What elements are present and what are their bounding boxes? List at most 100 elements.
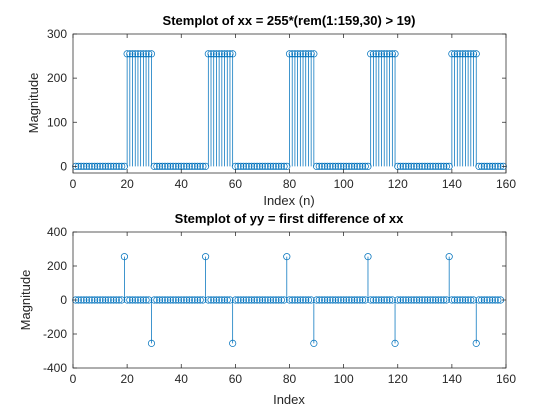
top-stem: [158, 162, 166, 170]
top-stem: [72, 162, 80, 170]
top-stem-marker: [93, 162, 101, 170]
top-stem: [272, 162, 280, 170]
top-stem-marker: [112, 162, 120, 170]
bottom-stem-marker: [104, 296, 112, 304]
bottom-stem: [248, 296, 256, 304]
bottom-x-tick-label: 0: [70, 372, 77, 386]
bottom-stem-marker: [445, 253, 453, 261]
bottom-stem: [350, 296, 359, 304]
top-stem: [448, 50, 456, 167]
top-stem: [161, 162, 169, 170]
top-stem-marker: [337, 162, 345, 170]
top-stem: [218, 50, 226, 167]
top-stem: [399, 162, 407, 170]
bottom-stem-marker: [318, 296, 326, 304]
top-stem-marker: [331, 162, 340, 170]
bottom-stem-marker: [467, 296, 475, 304]
bottom-stem-marker: [356, 296, 364, 304]
bottom-stem-marker: [96, 296, 104, 304]
bottom-stem-marker: [115, 296, 123, 304]
bottom-stem: [118, 296, 126, 304]
bottom-stem-marker: [183, 296, 191, 304]
top-stem-marker: [426, 162, 434, 170]
bottom-stem: [147, 300, 156, 347]
bottom-stem-marker: [264, 296, 272, 304]
bottom-stem: [126, 296, 134, 304]
bottom-stem: [134, 296, 142, 304]
bottom-stem-marker: [280, 296, 288, 304]
top-stem: [99, 162, 107, 170]
bottom-stem: [239, 296, 248, 304]
bottom-stem: [269, 296, 277, 304]
top-stem: [442, 162, 451, 170]
bottom-stem-marker: [315, 296, 323, 304]
bottom-stem: [426, 296, 434, 304]
bottom-stem-marker: [337, 296, 345, 304]
bottom-stem: [288, 296, 296, 304]
bottom-stem: [277, 296, 285, 304]
bottom-stem-marker: [307, 296, 315, 304]
bottom-stem-marker: [283, 253, 291, 261]
bottom-stem-marker: [158, 296, 166, 304]
top-stem: [80, 162, 88, 170]
top-stem-marker: [156, 162, 164, 170]
top-stem-marker: [456, 50, 464, 58]
top-stem: [472, 50, 480, 167]
top-stem: [453, 50, 461, 167]
bottom-stem: [91, 296, 99, 304]
top-stem: [342, 162, 350, 170]
top-stem-marker: [120, 162, 128, 170]
top-stem-marker: [461, 50, 469, 58]
bottom-stem-marker: [258, 296, 267, 304]
bottom-y-tick-label: 400: [47, 225, 67, 239]
top-stem: [134, 50, 142, 167]
top-stem-marker: [207, 50, 215, 58]
bottom-stem: [367, 296, 375, 304]
top-stem-marker: [291, 50, 299, 58]
top-stem-marker: [250, 162, 258, 170]
bottom-stem-marker: [156, 296, 164, 304]
bottom-stem: [478, 296, 486, 304]
top-stem: [180, 162, 188, 170]
top-stem: [275, 162, 283, 170]
bottom-stem-marker: [77, 296, 85, 304]
bottom-stem: [304, 296, 313, 304]
top-stem-marker: [161, 162, 169, 170]
bottom-stem-marker: [269, 296, 277, 304]
top-stem: [437, 162, 445, 170]
top-stem: [145, 50, 153, 167]
bottom-stem: [188, 296, 196, 304]
top-stem: [139, 50, 147, 167]
top-stem: [375, 50, 383, 167]
top-stem: [358, 162, 367, 170]
top-stem-marker: [302, 50, 310, 58]
top-stem: [386, 50, 394, 167]
top-stem: [147, 50, 156, 167]
top-stem: [294, 50, 302, 167]
bottom-stem-marker: [331, 296, 340, 304]
bottom-stem: [318, 296, 326, 304]
bottom-stem-marker: [299, 296, 307, 304]
top-stem-marker: [405, 162, 413, 170]
bottom-stem: [275, 296, 283, 304]
bottom-stem-marker: [348, 296, 356, 304]
top-stem-marker: [386, 50, 394, 58]
bottom-stem-marker: [204, 296, 212, 304]
bottom-stem: [291, 296, 299, 304]
bottom-stem: [434, 296, 442, 304]
bottom-stem-marker: [364, 253, 372, 261]
bottom-stem-marker: [207, 296, 215, 304]
top-stem: [156, 162, 164, 170]
bottom-stem: [142, 296, 150, 304]
bottom-x-tick-label: 100: [334, 372, 354, 386]
top-y-tick-label: 100: [47, 115, 67, 129]
top-stem-marker: [453, 50, 461, 58]
bottom-stem-marker: [147, 339, 156, 347]
bottom-stem: [180, 296, 188, 304]
bottom-stem-marker: [93, 296, 101, 304]
top-stem: [372, 50, 380, 167]
bottom-stem-marker: [253, 296, 261, 304]
top-x-tick-label: 140: [442, 177, 462, 191]
bottom-stem-marker: [177, 296, 185, 304]
bottom-stem: [158, 296, 166, 304]
